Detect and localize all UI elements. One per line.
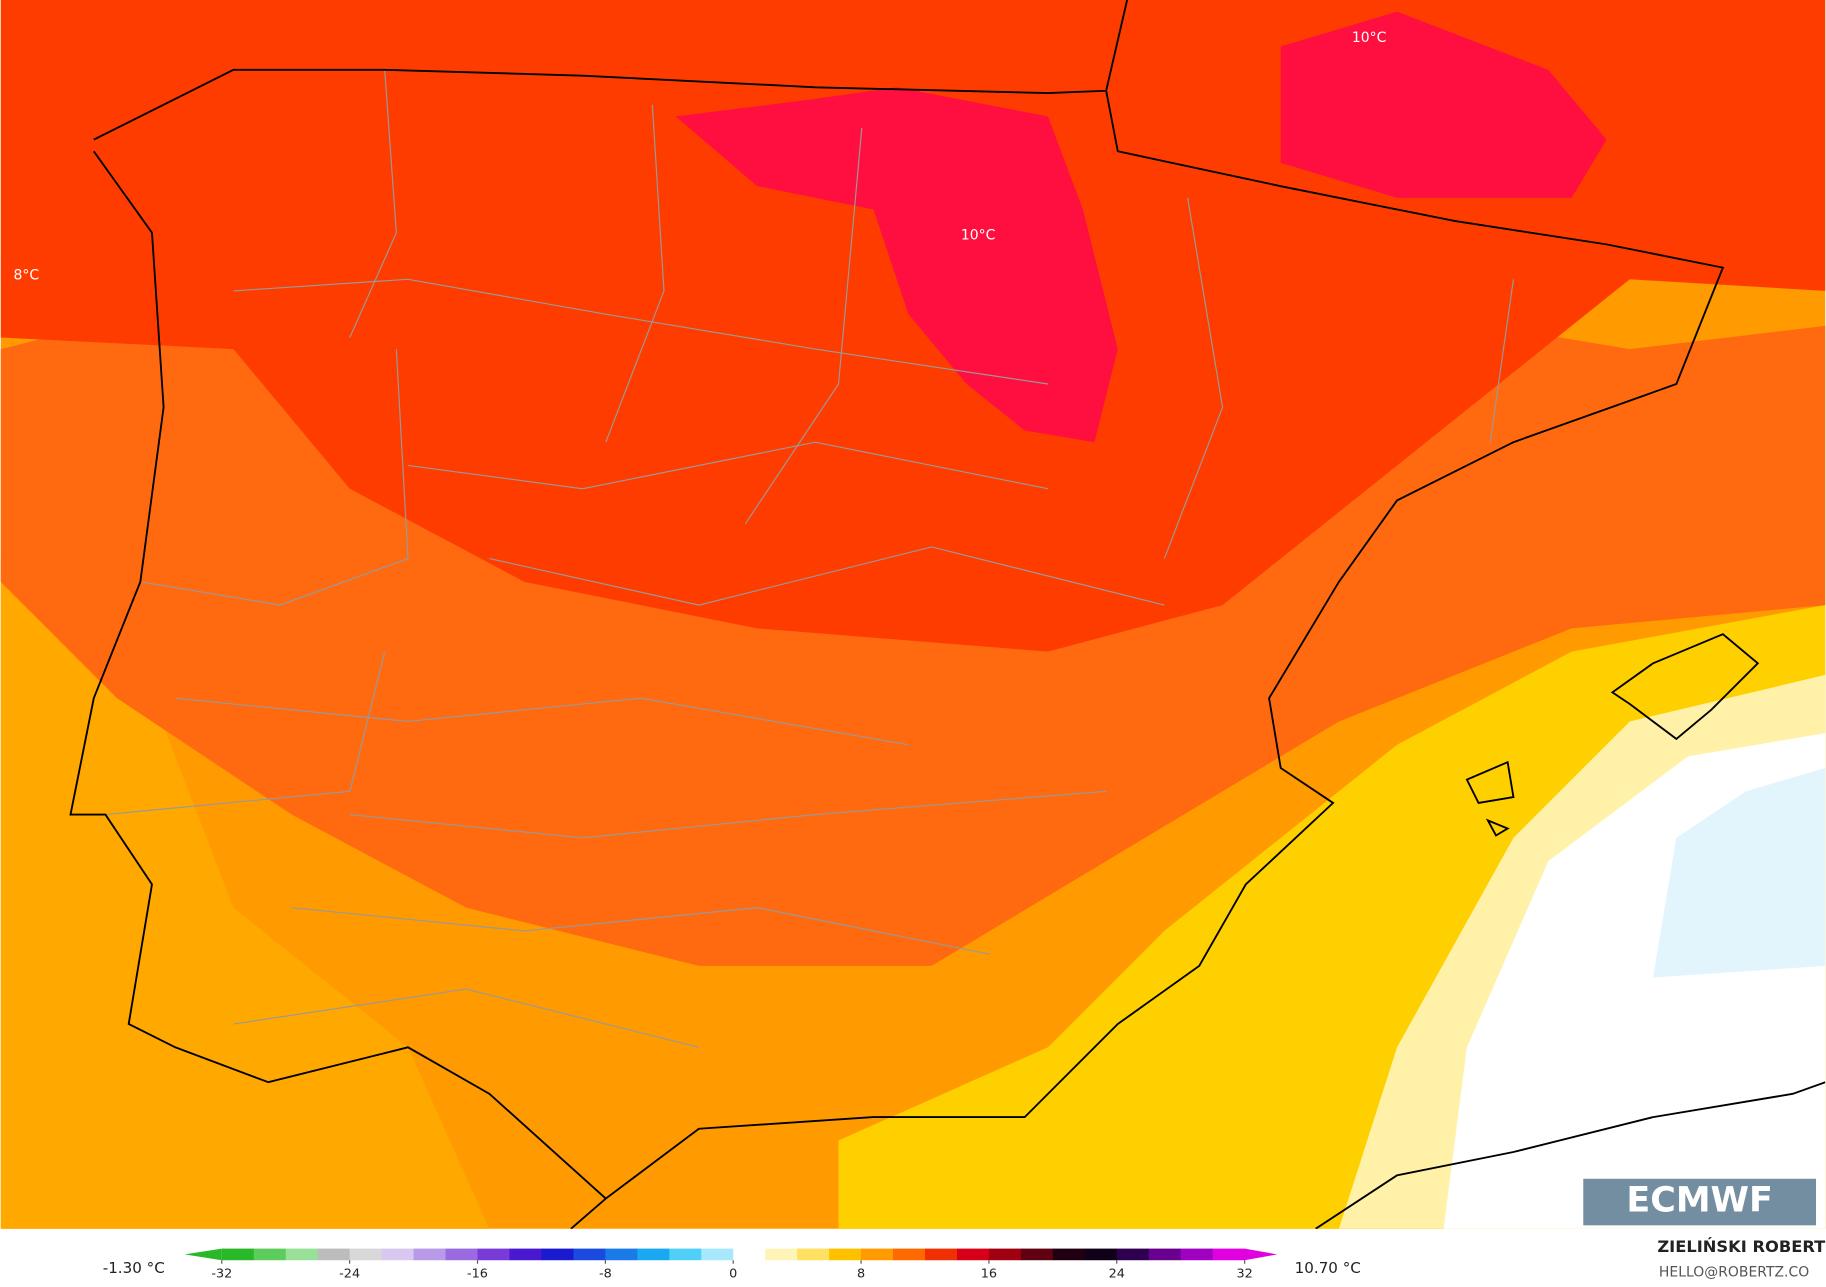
- colorbar-tick-label: 24: [1109, 1267, 1125, 1282]
- colorbar-segment: [253, 1248, 287, 1261]
- field: [1653, 768, 1826, 978]
- colorbar-segment: [221, 1248, 255, 1261]
- colorbar-segment: [445, 1248, 479, 1261]
- colorbar-segment: [573, 1248, 606, 1261]
- logo: ECMWF: [1626, 1180, 1772, 1220]
- colorbar-segment: [925, 1248, 958, 1261]
- colorbar-segment: [893, 1248, 926, 1261]
- colorbar-extend: [184, 1248, 222, 1261]
- colorbar-extend: [1244, 1248, 1278, 1261]
- colorbar-segment: [797, 1248, 830, 1261]
- colorbar-segment: [509, 1248, 543, 1261]
- colorbar-segment: [1148, 1248, 1182, 1261]
- author: ZIELIŃSKI ROBERT: [1657, 1237, 1826, 1256]
- field: [675, 87, 1118, 443]
- logo-box: [1583, 1178, 1816, 1226]
- colorbar-segment: [1084, 1248, 1118, 1261]
- colorbar-tick-label: 8: [857, 1267, 865, 1282]
- colorbar-segment: [285, 1248, 319, 1261]
- colorbar-segment: [317, 1248, 351, 1261]
- colorbar-segment: [733, 1248, 766, 1261]
- colorbar-tick-label: 0: [729, 1267, 737, 1282]
- max-label: 10.70 °C: [1295, 1259, 1361, 1277]
- colorbar-segment: [1116, 1248, 1150, 1261]
- contour-label: 8°C: [13, 267, 39, 283]
- min-label: -1.30 °C: [103, 1259, 165, 1277]
- colorbar-segment: [956, 1248, 990, 1261]
- colorbar-segment: [477, 1248, 511, 1261]
- colorbar-segment: [349, 1248, 383, 1261]
- field: [1280, 11, 1607, 198]
- colorbar-segment: [541, 1248, 574, 1261]
- colorbar-segment: [829, 1248, 862, 1261]
- islands: [1465, 633, 1760, 837]
- colorbar-tick-label: -8: [599, 1267, 612, 1282]
- colorbar-segment: [765, 1248, 798, 1261]
- colorbar-tick-label: -24: [339, 1267, 360, 1282]
- contour-label: 10°C: [1352, 30, 1386, 46]
- colorbar-segment: [701, 1248, 734, 1261]
- colorbar-tick-label: 16: [981, 1267, 997, 1282]
- contour-label: 10°C: [961, 228, 995, 244]
- colorbar-segment: [669, 1248, 702, 1261]
- colorbar-segment: [1020, 1248, 1054, 1261]
- email: HELLO@ROBERTZ.CO: [1659, 1265, 1809, 1281]
- field: [0, 558, 490, 1229]
- africa-coast: [1315, 1081, 1826, 1229]
- colorbar-tick-label: 32: [1236, 1267, 1252, 1282]
- colorbar-segment: [381, 1248, 415, 1261]
- colorbar-segment: [605, 1248, 638, 1261]
- colorbar-segment: [637, 1248, 670, 1261]
- province-borders: [105, 69, 1515, 1048]
- map-area: ECMWF 10°C 10°C 8°C: [0, 0, 1826, 1229]
- colorbar-segment: [1212, 1248, 1246, 1261]
- coastline: [69, 0, 1725, 1229]
- colorbar-segment: [1052, 1248, 1086, 1261]
- colorbar-segment: [988, 1248, 1022, 1261]
- colorbar-segment: [413, 1248, 447, 1261]
- colorbar-tick-label: -32: [211, 1267, 232, 1282]
- colorbar-segment: [1180, 1248, 1214, 1261]
- colorbar-segment: [861, 1248, 894, 1261]
- colorbar-tick-label: -16: [467, 1267, 488, 1282]
- colorbar: -32 -24 -16 -8 0 8 16 24 32: [184, 1248, 1278, 1282]
